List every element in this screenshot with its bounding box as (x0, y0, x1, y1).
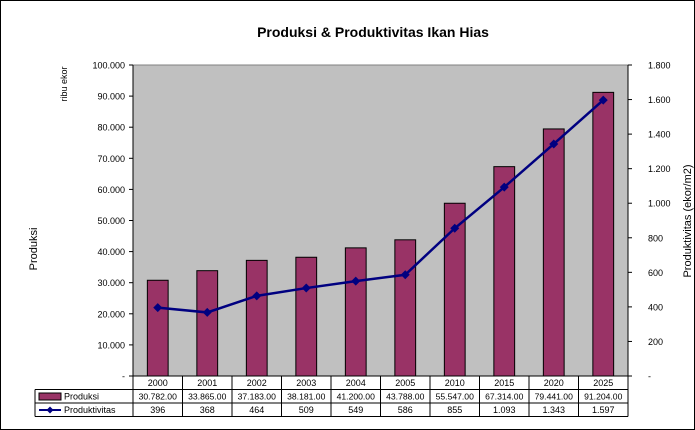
point-produktivitas (499, 182, 509, 192)
data-label: 368 (200, 405, 215, 415)
point-produktivitas (598, 95, 608, 105)
y2-tick-label: 600 (648, 268, 663, 278)
y2-axis-label: Produktivitas (ekor/m2) (682, 164, 694, 277)
data-label: 37.183.00 (238, 392, 276, 402)
bar-produksi (295, 256, 318, 377)
data-label: 586 (398, 405, 413, 415)
point-produktivitas (450, 223, 460, 233)
data-label: 67.314.00 (485, 392, 523, 402)
data-label: 91.204.00 (584, 392, 622, 402)
category-label: 2025 (593, 378, 613, 388)
data-label: 30.782.00 (139, 392, 177, 402)
category-label: 2002 (247, 378, 267, 388)
category-label: 2005 (395, 378, 415, 388)
bar-produksi (394, 239, 417, 377)
y2-tick-label: 1.800 (648, 61, 671, 71)
y2-tick-label: 200 (648, 337, 663, 347)
category-label: 2015 (494, 378, 514, 388)
point-produktivitas (153, 303, 163, 313)
y-tick-label: 40.000 (97, 247, 125, 257)
data-label: 41.200.00 (337, 392, 375, 402)
y-axis-label: Produksi (28, 228, 40, 271)
legend-marker-produktivitas (46, 406, 54, 414)
point-produktivitas (252, 291, 262, 301)
y2-tick-label: - (648, 372, 651, 382)
data-label: 509 (299, 405, 314, 415)
y-tick-label: 90.000 (97, 92, 125, 102)
y-tick-label: 100.000 (92, 61, 125, 71)
unit-label: ribu ekor (59, 66, 69, 101)
data-table: 2000 2001 2002 2003 2004 2005 2010 2015 2020 2025… (34, 375, 629, 417)
bar-produksi (344, 247, 367, 377)
point-produktivitas (351, 276, 361, 286)
legend-label: Produktivitas (64, 405, 116, 415)
category-label: 2003 (296, 378, 316, 388)
data-label: 43.788.00 (386, 392, 424, 402)
data-label: 855 (447, 405, 462, 415)
data-label: 1.597 (592, 405, 615, 415)
y2-tick-label: 1.600 (648, 95, 671, 105)
data-label: 1.343 (542, 405, 565, 415)
legend-label: Produksi (64, 392, 99, 402)
category-label: 2004 (346, 378, 366, 388)
data-label: 464 (249, 405, 264, 415)
chart-title: Produksi & Produktivitas Ikan Hias (257, 24, 489, 40)
plot-area: - 10.000 20.000 30.000 40.000 50.000 60.000 70.… (92, 61, 670, 382)
point-produktivitas (549, 139, 559, 149)
bar-produksi (542, 128, 565, 377)
y-tick-label: 70.000 (97, 154, 125, 164)
category-label: 2001 (197, 378, 217, 388)
bar-produksi (245, 259, 268, 377)
y-tick-label: 30.000 (97, 278, 125, 288)
y-tick-label: 80.000 (97, 123, 125, 133)
y-tick-label: 50.000 (97, 216, 125, 226)
y-tick-label: - (122, 372, 125, 382)
point-produktivitas (400, 270, 410, 280)
data-label: 33.865.00 (188, 392, 226, 402)
y2-tick-label: 800 (648, 233, 663, 243)
bar-produksi (146, 279, 169, 377)
y-tick-label: 10.000 (97, 340, 125, 350)
legend-key-produksi (38, 392, 62, 401)
y2-tick-label: 1.400 (648, 130, 671, 140)
data-label: 79.441.00 (535, 392, 573, 402)
data-label: 38.181.00 (287, 392, 325, 402)
bar-produksi (592, 91, 615, 377)
bar-produksi (493, 166, 516, 377)
category-label: 2020 (544, 378, 564, 388)
point-produktivitas (202, 307, 212, 317)
bar-produksi (196, 270, 219, 377)
y-tick-label: 60.000 (97, 185, 125, 195)
y2-tick-label: 1.200 (648, 164, 671, 174)
data-label: 396 (150, 405, 165, 415)
line-produktivitas (157, 99, 605, 314)
y2-tick-label: 400 (648, 302, 663, 312)
category-label: 2010 (445, 378, 465, 388)
data-label: 1.093 (493, 405, 516, 415)
point-produktivitas (301, 283, 311, 293)
data-label: 55.547.00 (436, 392, 474, 402)
category-label: 2000 (148, 378, 168, 388)
y2-tick-label: 1.000 (648, 199, 671, 209)
y-tick-label: 20.000 (97, 309, 125, 319)
data-label: 549 (348, 405, 363, 415)
